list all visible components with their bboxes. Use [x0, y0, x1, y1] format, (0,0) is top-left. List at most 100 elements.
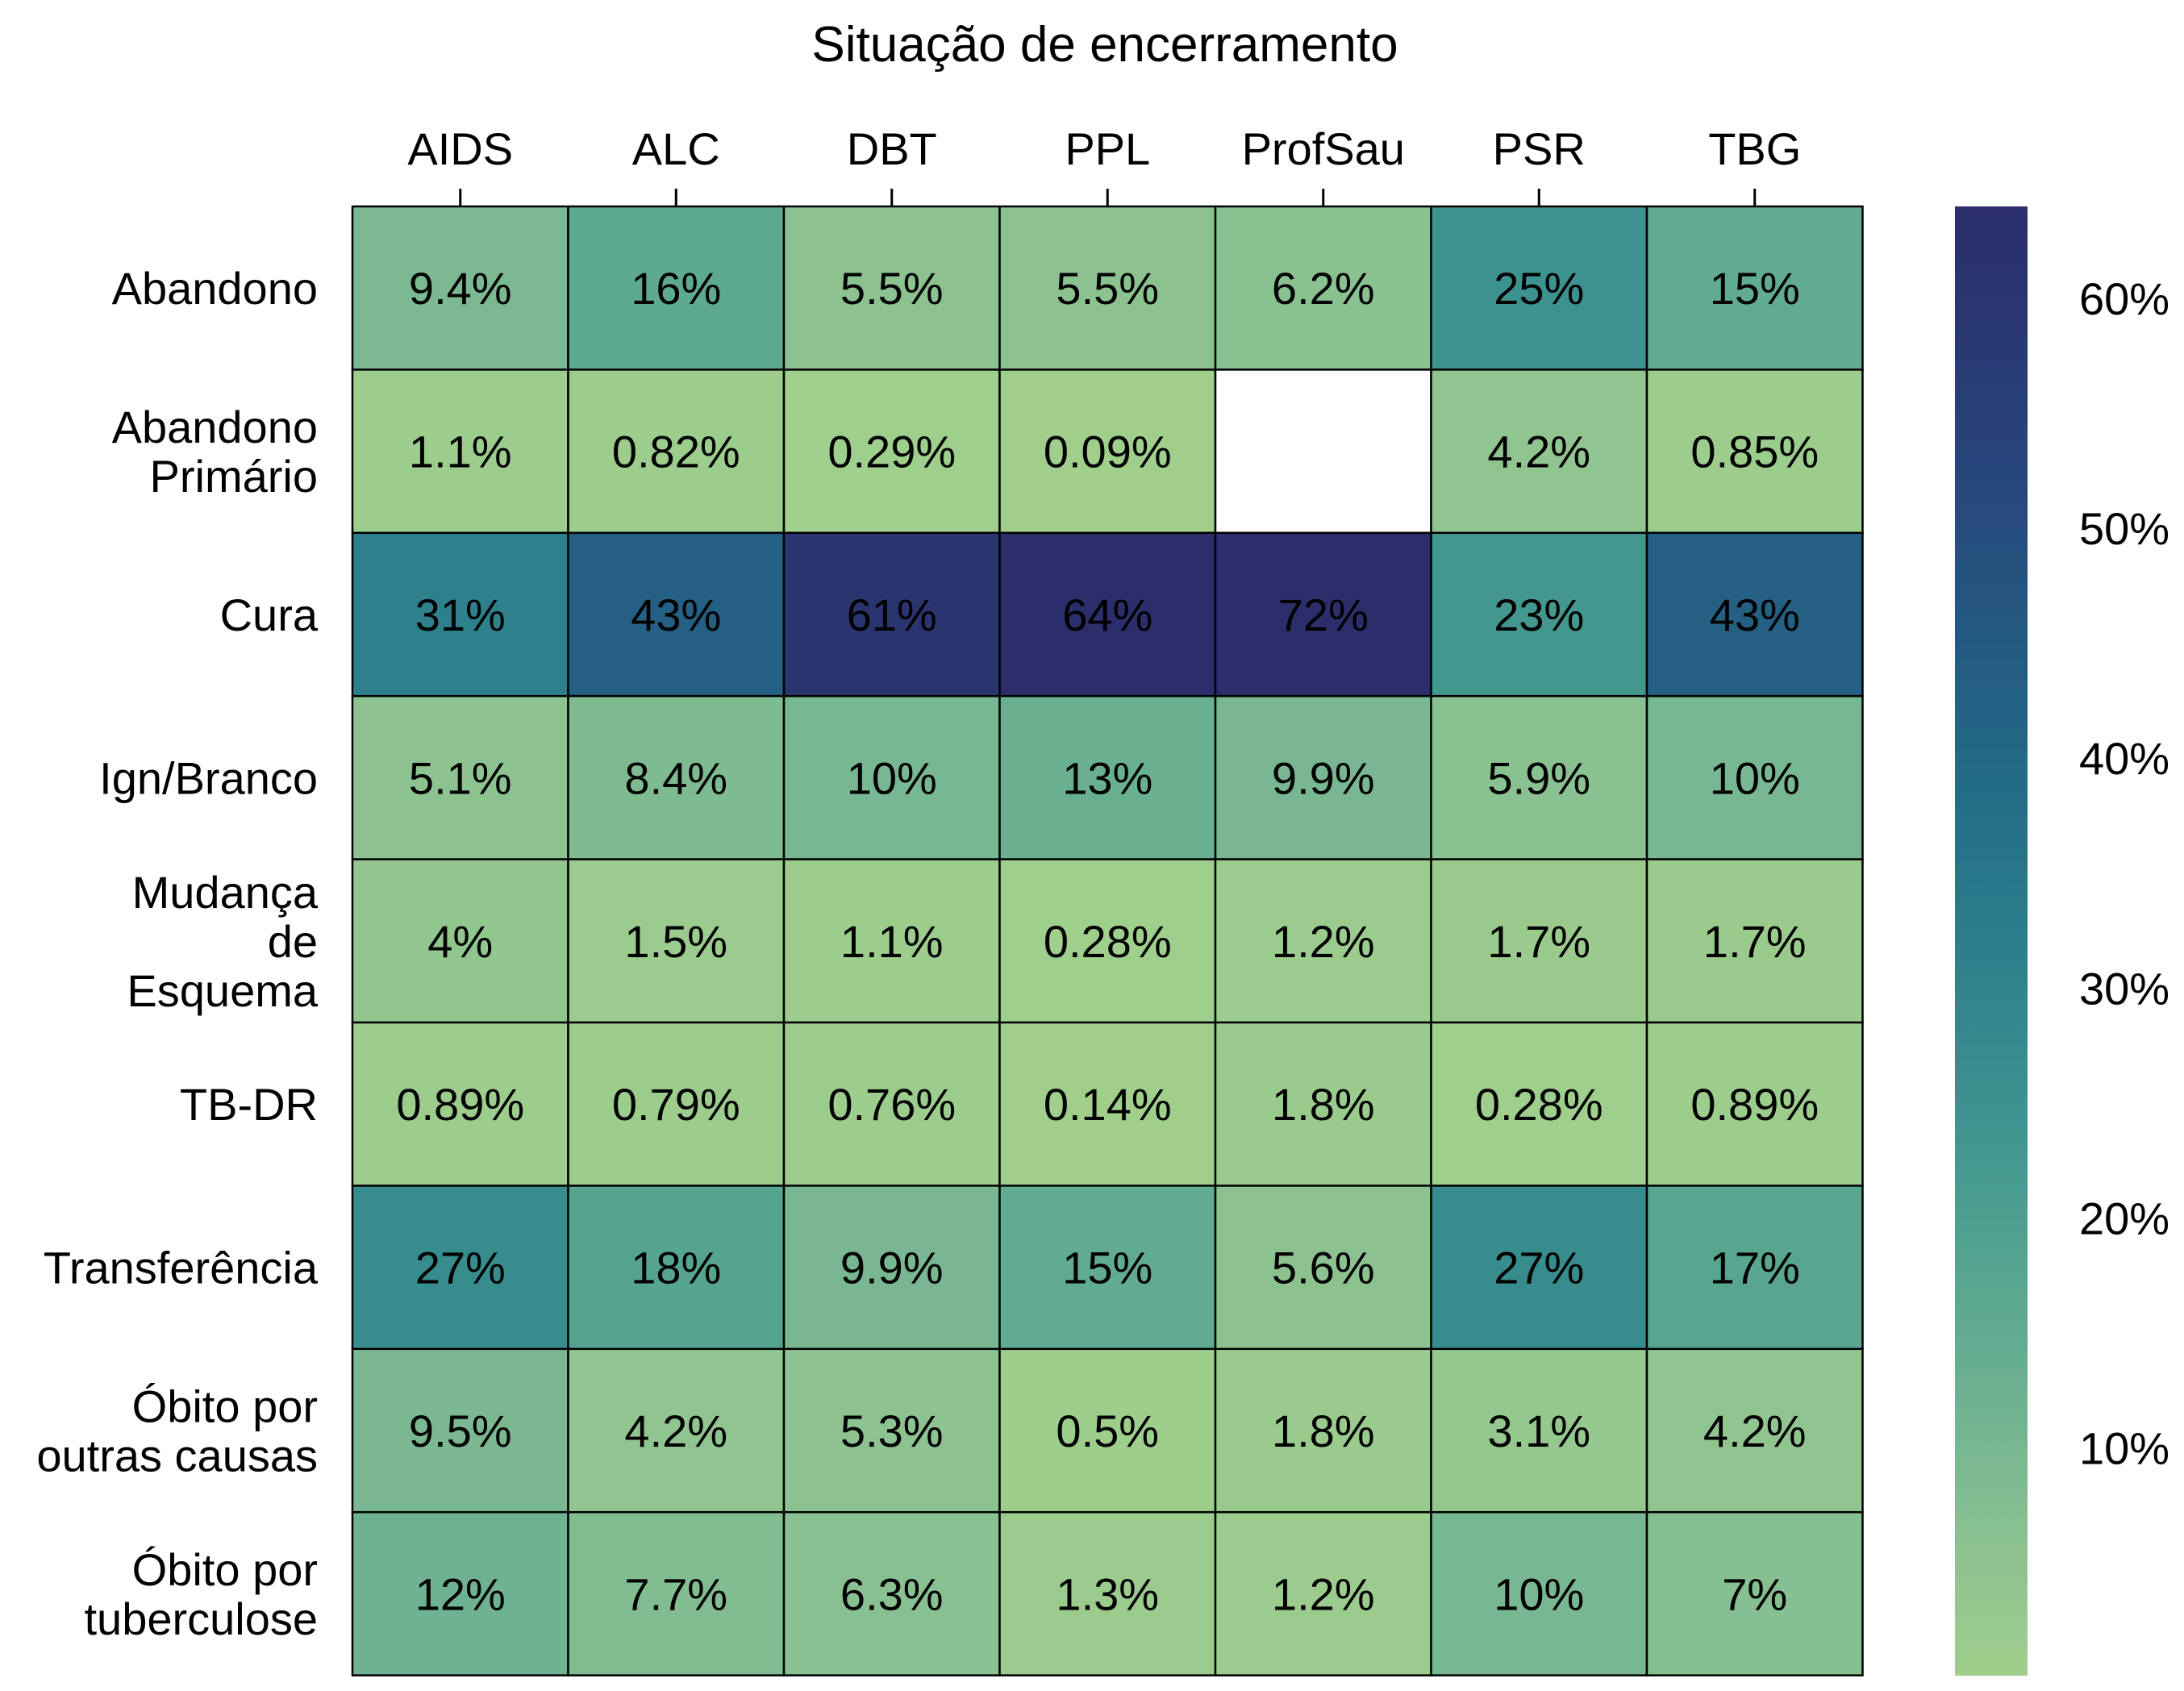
cell-value-label: 5.6% — [1272, 1243, 1375, 1293]
cell-value-label: 0.09% — [1044, 427, 1172, 477]
heatmap-cell — [1214, 531, 1432, 698]
heatmap-cell — [1645, 1185, 1864, 1351]
row-tick-label: TB-DR — [180, 1079, 318, 1130]
heatmap-cell — [567, 694, 786, 860]
heatmap-cell — [567, 205, 786, 371]
colorbar-tick-label: 40% — [2079, 733, 2169, 784]
column-labels: AIDS ALC DBT PPL ProfSau PSR TBG — [407, 123, 1801, 206]
row-labels: Abandono Abandono Primário Cura Ign/Branco Mu… — [36, 263, 318, 1644]
cell-value-label: 1.3% — [1056, 1568, 1159, 1619]
heatmap-cell — [782, 531, 1001, 698]
heatmap-cell — [351, 1347, 569, 1514]
cell-value-label: 7% — [1722, 1568, 1787, 1619]
cell-value-label: 27% — [1494, 1243, 1584, 1293]
cell-value-label: 5.1% — [409, 752, 512, 803]
chart-title: Situação de encerramento — [811, 17, 1398, 73]
cell-value-label: 27% — [415, 1243, 506, 1293]
heatmap-cell — [351, 1021, 569, 1187]
cell-value-label: 1.7% — [1487, 916, 1590, 967]
colorbar-tick-label: 50% — [2079, 503, 2169, 554]
cell-value-label: 1.1% — [409, 427, 512, 477]
cell-value-label: 12% — [415, 1568, 506, 1619]
cell-value-label: 0.82% — [612, 427, 740, 477]
cell-value-label: 1.2% — [1272, 916, 1375, 967]
colorbar: 10% 20% 30% 40% 50% 60% — [1955, 206, 2169, 1676]
heatmap-cell — [1214, 1185, 1432, 1351]
cell-value-label: 4.2% — [1487, 427, 1590, 477]
cell-value-label: 6.3% — [840, 1568, 944, 1619]
heatmap-cell — [1214, 1021, 1432, 1187]
cell-value-label: 1.2% — [1272, 1568, 1375, 1619]
cell-value-label: 9.9% — [1272, 752, 1375, 803]
cell-value-label: 0.89% — [396, 1079, 524, 1130]
colorbar-tick-label: 60% — [2079, 273, 2169, 324]
heatmap-cell — [351, 205, 569, 371]
cell-value-label: 0.76% — [827, 1079, 956, 1130]
cell-value-label: 5.3% — [840, 1406, 944, 1456]
column-tick-label: ALC — [632, 123, 720, 174]
cell-value-label: 5.9% — [1487, 752, 1590, 803]
heatmap-cell — [782, 369, 1001, 535]
heatmap-cell — [351, 1185, 569, 1351]
colorbar-tick-label: 30% — [2079, 963, 2169, 1014]
heatmap-cell — [1214, 694, 1432, 860]
cell-value-label: 9.4% — [409, 263, 512, 314]
heatmap-cell — [1430, 205, 1648, 371]
column-tick-label: TBG — [1708, 123, 1801, 174]
heatmap-cell — [998, 531, 1217, 698]
cell-value-label: 10% — [847, 752, 937, 803]
heatmap-cell — [782, 694, 1001, 860]
heatmap-cell — [782, 1021, 1001, 1187]
cell-value-label: 0.14% — [1044, 1079, 1172, 1130]
cell-value-label: 18% — [631, 1243, 721, 1293]
heatmap-cell — [351, 1510, 569, 1676]
cell-value-label: 7.7% — [624, 1568, 727, 1619]
cell-value-label: 1.5% — [624, 916, 727, 967]
cell-value-label: 0.29% — [827, 427, 956, 477]
heatmap-cell — [1430, 369, 1648, 535]
heatmap-cell — [567, 531, 786, 698]
cell-value-label: 13% — [1062, 752, 1152, 803]
cell-value-label: 6.2% — [1272, 263, 1375, 314]
heatmap-cell — [1645, 1510, 1864, 1676]
cell-value-label: 5.5% — [1056, 263, 1159, 314]
heatmap-cell — [1430, 1347, 1648, 1514]
cell-value-label: 1.7% — [1703, 916, 1807, 967]
cell-value-label: 15% — [1062, 1243, 1152, 1293]
colorbar-tick-label: 20% — [2079, 1193, 2169, 1243]
cell-value-label: 1.8% — [1272, 1079, 1375, 1130]
row-tick-label: Transferência — [44, 1243, 319, 1293]
heatmap-cell — [567, 858, 786, 1024]
cell-value-label: 15% — [1710, 263, 1800, 314]
heatmap-cell — [1645, 369, 1864, 535]
heatmap-cell — [1214, 1510, 1432, 1676]
cell-value-label: 3.1% — [1487, 1406, 1590, 1456]
heatmap-cell — [351, 531, 569, 698]
row-tick-label: Mudança de Esquema — [127, 867, 318, 1016]
heatmap-cell — [1430, 1510, 1648, 1676]
cell-value-label: 0.28% — [1475, 1079, 1603, 1130]
cell-value-label: 72% — [1278, 589, 1369, 640]
column-tick-label: PSR — [1493, 123, 1586, 174]
cell-value-label: 0.79% — [612, 1079, 740, 1130]
cell-value-label: 16% — [631, 263, 721, 314]
row-tick-label: Ign/Branco — [99, 752, 318, 803]
cell-value-label: 43% — [631, 589, 721, 640]
heatmap-cell — [567, 1510, 786, 1676]
heatmap-cell — [351, 858, 569, 1024]
cell-value-label: 17% — [1710, 1243, 1800, 1293]
heatmap-cell — [1645, 1347, 1864, 1514]
heatmap-cell — [998, 1185, 1217, 1351]
cell-value-label: 9.5% — [409, 1406, 512, 1456]
heatmap-cell — [782, 1510, 1001, 1676]
heatmap-cell — [567, 1021, 786, 1187]
heatmap-cell — [567, 1347, 786, 1514]
column-tick-label: AIDS — [407, 123, 513, 174]
row-tick-label: Cura — [220, 589, 319, 640]
cell-value-label: 0.89% — [1690, 1079, 1819, 1130]
heatmap-cell — [1214, 1347, 1432, 1514]
heatmap-cell — [998, 858, 1217, 1024]
cell-value-label: 4.2% — [624, 1406, 727, 1456]
heatmap-cell — [1430, 531, 1648, 698]
